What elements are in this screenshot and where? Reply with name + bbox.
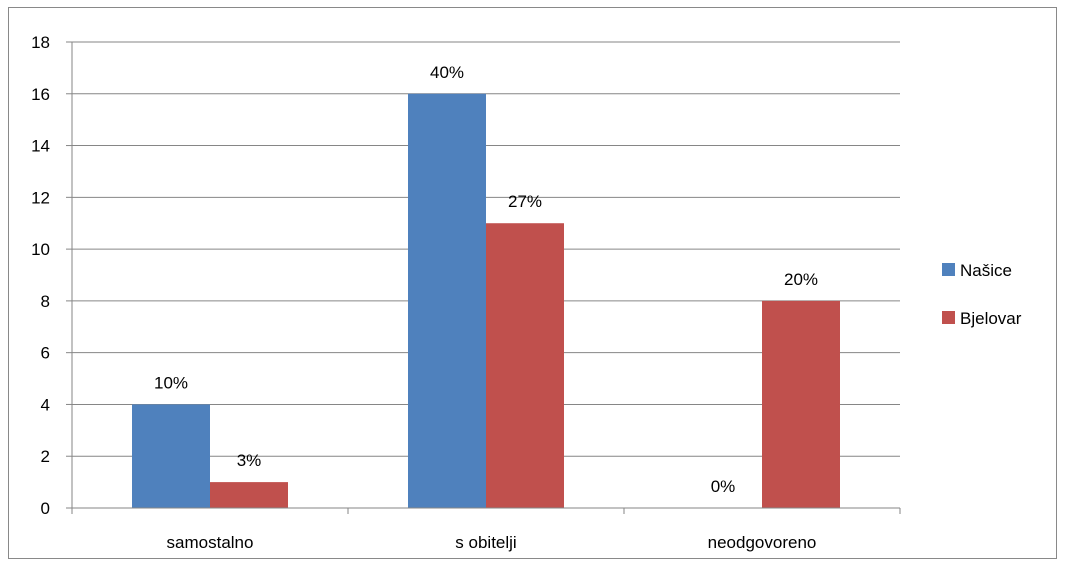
y-tick-label: 4 [41, 395, 50, 414]
legend-label: Bjelovar [960, 309, 1022, 328]
data-label: 0% [711, 477, 736, 496]
data-labels: 10% 3% 40% 27% 0% 20% [154, 63, 818, 496]
y-tick-label: 8 [41, 292, 50, 311]
data-label: 20% [784, 270, 818, 289]
bar-naice-0 [132, 404, 210, 508]
x-tick-label: s obitelji [455, 533, 516, 552]
bar-bjelovar-0 [210, 482, 288, 508]
axes [71, 42, 900, 509]
y-tick-label: 16 [31, 85, 50, 104]
y-tick-label: 0 [41, 499, 50, 518]
legend-label: Našice [960, 261, 1012, 280]
bar-bjelovar-1 [486, 223, 564, 508]
x-axis-ticks: samostalno s obitelji neodgovoreno [71, 508, 901, 552]
data-label: 40% [430, 63, 464, 82]
y-tick-label: 6 [41, 344, 50, 363]
legend-swatch [942, 263, 955, 276]
legend: Našice Bjelovar [942, 261, 1022, 328]
y-tick-label: 10 [31, 240, 50, 259]
y-tick-label: 12 [31, 188, 50, 207]
data-label: 10% [154, 373, 188, 392]
data-label: 3% [237, 451, 262, 470]
x-tick-label: samostalno [167, 533, 254, 552]
y-tick-label: 18 [31, 33, 50, 52]
y-axis-ticks: 0 2 4 6 8 10 12 14 16 18 [31, 33, 72, 518]
y-tick-label: 14 [31, 137, 50, 156]
x-tick-label: neodgovoreno [708, 533, 817, 552]
bar-naice-1 [408, 93, 486, 509]
data-label: 27% [508, 192, 542, 211]
bar-bjelovar-2 [762, 300, 840, 508]
legend-swatch [942, 311, 955, 324]
bars [132, 93, 840, 509]
y-tick-label: 2 [41, 447, 50, 466]
